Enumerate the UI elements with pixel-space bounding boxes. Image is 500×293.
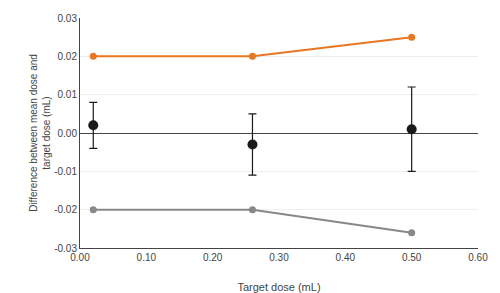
svg-text:0.50: 0.50 bbox=[402, 252, 422, 263]
svg-text:-0.02: -0.02 bbox=[54, 204, 77, 215]
svg-text:0.01: 0.01 bbox=[58, 89, 78, 100]
svg-text:0.03: 0.03 bbox=[58, 13, 78, 24]
svg-text:-0.03: -0.03 bbox=[54, 243, 77, 254]
svg-text:0.02: 0.02 bbox=[58, 51, 78, 62]
svg-text:0.00: 0.00 bbox=[58, 128, 78, 139]
svg-text:0.00: 0.00 bbox=[70, 252, 90, 263]
svg-text:0.30: 0.30 bbox=[269, 252, 289, 263]
svg-text:Difference between mean dose a: Difference between mean dose andtarget d… bbox=[28, 54, 52, 212]
svg-text:0.60: 0.60 bbox=[468, 252, 488, 263]
svg-text:-0.01: -0.01 bbox=[54, 166, 77, 177]
svg-text:0.10: 0.10 bbox=[137, 252, 157, 263]
svg-text:0.40: 0.40 bbox=[336, 252, 356, 263]
svg-text:0.20: 0.20 bbox=[203, 252, 223, 263]
svg-text:Target dose (mL): Target dose (mL) bbox=[237, 281, 320, 293]
